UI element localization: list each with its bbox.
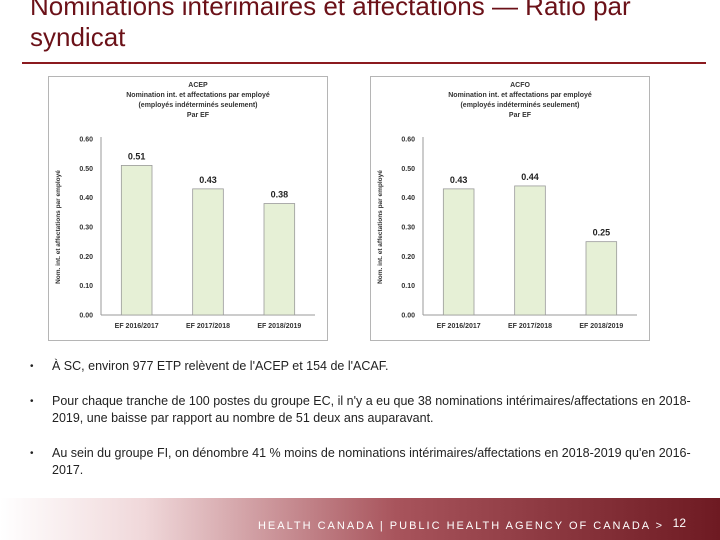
bar xyxy=(263,203,296,316)
y-tick-label: 0.00 xyxy=(79,313,93,320)
data-label: 0.25 xyxy=(593,228,611,238)
y-tick-label: 0.30 xyxy=(79,225,93,232)
bullet-text: À SC, environ 977 ETP relèvent de l'ACEP… xyxy=(52,359,389,373)
x-tick-label: EF 2017/2018 xyxy=(508,323,552,330)
bullet-dot: • xyxy=(30,361,34,372)
y-tick-label: 0.40 xyxy=(79,195,93,202)
y-tick-label: 0.60 xyxy=(79,137,93,144)
bar xyxy=(120,165,153,316)
chart-acep-svg: ACEP Nomination int. et affectations par … xyxy=(55,82,315,330)
bullet-item: • Pour chaque tranche de 100 postes du gr… xyxy=(30,393,700,427)
bar xyxy=(514,185,546,316)
y-tick-label: 0.10 xyxy=(79,283,93,290)
y-tick-label: 0.60 xyxy=(401,137,415,144)
bullet-text: Au sein du groupe FI, on dénombre 41 % m… xyxy=(52,446,691,477)
bullet-dot: • xyxy=(30,396,34,407)
data-label: 0.51 xyxy=(128,151,146,161)
bullet-text: Pour chaque tranche de 100 postes du gro… xyxy=(52,394,691,425)
chart-acfo-svg: ACFO Nomination int. et affectations par … xyxy=(377,82,637,330)
title-divider xyxy=(22,62,706,64)
y-tick-label: 0.00 xyxy=(401,313,415,320)
x-tick-label: EF 2018/2019 xyxy=(257,323,301,330)
y-tick-label: 0.20 xyxy=(79,254,93,261)
bullet-dot: • xyxy=(30,448,34,459)
chart-title-line: ACFO xyxy=(510,82,530,89)
bar xyxy=(585,241,618,316)
data-label: 0.43 xyxy=(199,175,217,185)
chart-title-line: (employés indéterminés seulement) xyxy=(460,102,579,109)
y-tick-label: 0.50 xyxy=(79,166,93,173)
chart-title-line: ACEP xyxy=(188,82,208,89)
bullet-list: • À SC, environ 977 ETP relèvent de l'ACE… xyxy=(30,358,700,497)
chart-title-line: Nomination int. et affectations par empl… xyxy=(126,92,270,99)
y-tick-label: 0.40 xyxy=(401,195,415,202)
y-tick-label: 0.30 xyxy=(401,225,415,232)
y-tick-label: 0.50 xyxy=(401,166,415,173)
bullet-item: • À SC, environ 977 ETP relèvent de l'ACE… xyxy=(30,358,700,375)
slide-title: Nominations intérimaires et affectations… xyxy=(30,0,631,52)
data-label: 0.43 xyxy=(450,175,468,185)
bar xyxy=(192,188,224,316)
x-tick-label: EF 2016/2017 xyxy=(115,323,159,330)
chart-title-line: Par EF xyxy=(187,112,210,119)
chart-title-line: Nomination int. et affectations par empl… xyxy=(448,92,592,99)
y-tick-label: 0.10 xyxy=(401,283,415,290)
data-label: 0.38 xyxy=(271,190,289,200)
page-number: 12 xyxy=(672,516,686,530)
y-axis-label: Nom. int. et affectations par employé xyxy=(377,170,384,284)
bar xyxy=(442,188,475,316)
x-tick-label: EF 2016/2017 xyxy=(437,323,481,330)
bullet-item: • Au sein du groupe FI, on dénombre 41 % … xyxy=(30,445,700,479)
y-axis-label: Nom. int. et affectations par employé xyxy=(55,170,62,284)
x-tick-label: EF 2018/2019 xyxy=(579,323,623,330)
x-tick-label: EF 2017/2018 xyxy=(186,323,230,330)
footer-bar: HEALTH CANADA | PUBLIC HEALTH AGENCY OF … xyxy=(0,498,720,540)
data-label: 0.44 xyxy=(521,172,539,182)
footer-text: HEALTH CANADA | PUBLIC HEALTH AGENCY OF … xyxy=(257,520,664,532)
y-tick-label: 0.20 xyxy=(401,254,415,261)
chart-title-line: (employés indéterminés seulement) xyxy=(138,102,257,109)
chart-acfo: ACFO Nomination int. et affectations par … xyxy=(370,76,650,341)
chart-title-line: Par EF xyxy=(509,112,532,119)
chart-acep: ACEP Nomination int. et affectations par … xyxy=(48,76,328,341)
